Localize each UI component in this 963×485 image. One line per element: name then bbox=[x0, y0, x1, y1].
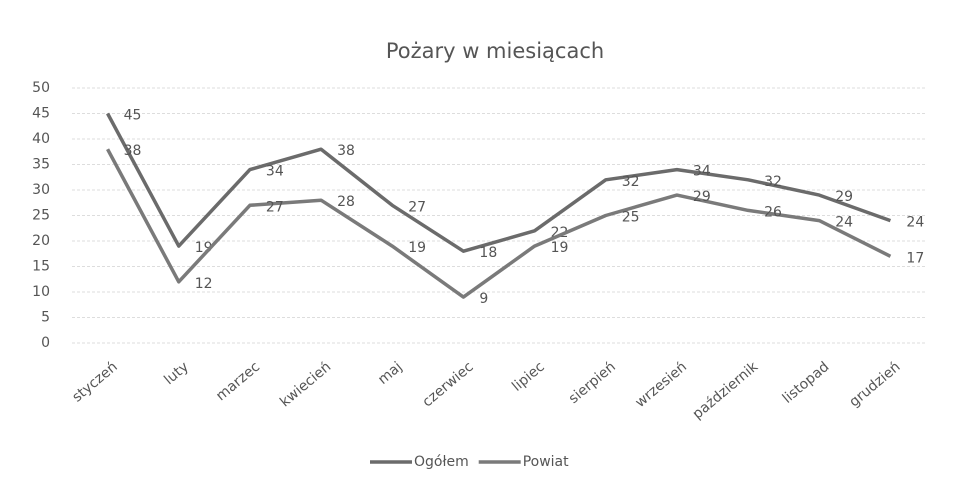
legend-label: Powiat bbox=[523, 454, 569, 470]
data-label: 28 bbox=[337, 194, 355, 210]
series-line bbox=[106, 148, 892, 299]
chart-title: Pożary w miesiącach bbox=[386, 39, 604, 63]
legend-label: Ogółem bbox=[414, 454, 469, 470]
data-label: 24 bbox=[906, 215, 924, 231]
y-tick-label: 50 bbox=[32, 80, 50, 96]
data-label: 9 bbox=[479, 291, 488, 307]
data-label: 27 bbox=[408, 199, 426, 215]
data-label: 26 bbox=[764, 204, 782, 220]
y-tick-label: 40 bbox=[32, 131, 50, 147]
y-tick-label: 20 bbox=[32, 233, 50, 249]
y-tick-label: 30 bbox=[32, 182, 50, 198]
data-label: 19 bbox=[551, 240, 569, 256]
y-tick-label: 15 bbox=[32, 259, 50, 275]
data-label: 24 bbox=[835, 215, 853, 231]
data-label: 18 bbox=[479, 245, 497, 261]
data-label: 17 bbox=[906, 250, 924, 266]
y-tick-label: 5 bbox=[41, 310, 50, 326]
data-label: 45 bbox=[124, 108, 142, 124]
data-label: 32 bbox=[622, 174, 640, 190]
data-label: 38 bbox=[124, 143, 142, 159]
data-label: 34 bbox=[693, 164, 711, 180]
data-label: 29 bbox=[693, 189, 711, 205]
y-tick-label: 0 bbox=[41, 335, 50, 351]
series-line bbox=[106, 112, 892, 253]
data-label: 19 bbox=[408, 240, 426, 256]
data-label: 25 bbox=[622, 210, 640, 226]
data-label: 32 bbox=[764, 174, 782, 190]
data-label: 27 bbox=[266, 199, 284, 215]
data-label: 38 bbox=[337, 143, 355, 159]
data-label: 29 bbox=[835, 189, 853, 205]
y-tick-label: 35 bbox=[32, 157, 50, 173]
data-label: 34 bbox=[266, 164, 284, 180]
data-label: 12 bbox=[195, 276, 213, 292]
y-tick-label: 45 bbox=[32, 106, 50, 122]
y-tick-label: 25 bbox=[32, 208, 50, 224]
y-tick-label: 10 bbox=[32, 284, 50, 300]
